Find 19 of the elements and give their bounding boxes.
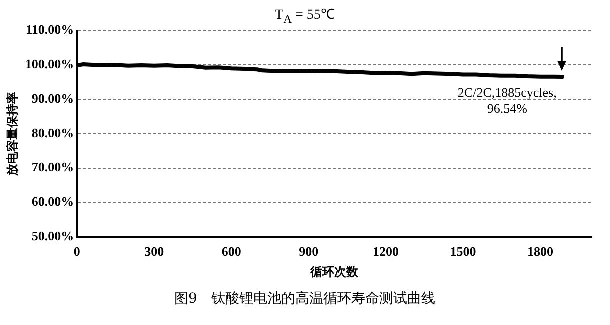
y-tick-label: 60.00%	[32, 194, 74, 209]
x-tick-label: 1800	[528, 244, 554, 260]
y-tick-label: 90.00%	[32, 90, 74, 106]
chart-title: T$_{A}$ = 55℃	[275, 8, 335, 26]
y-tick-label: 70.00%	[32, 160, 74, 175]
y-tick-label: 100.00%	[25, 56, 74, 72]
annotation: 2C/2C,1885cycles, 96.54%	[458, 85, 557, 116]
x-tick-label: 300	[144, 244, 164, 260]
x-axis-title: 循环次数	[310, 264, 360, 279]
x-tick-label: 900	[299, 244, 319, 260]
y-axis-title: 放电容量保持率	[5, 92, 20, 177]
y-tick-label: 50.00%	[32, 228, 74, 244]
x-tick-label: 1200	[373, 244, 400, 260]
x-tick-label: 0	[74, 244, 80, 260]
y-tick-label: 80.00%	[32, 125, 74, 140]
caption: 图9 钛酸锂电池的高温循环寿命测试曲线	[174, 290, 436, 308]
y-tick-label: 110.00%	[26, 22, 74, 38]
x-tick-label: 1500	[450, 244, 476, 260]
x-tick-label: 600	[222, 244, 242, 260]
